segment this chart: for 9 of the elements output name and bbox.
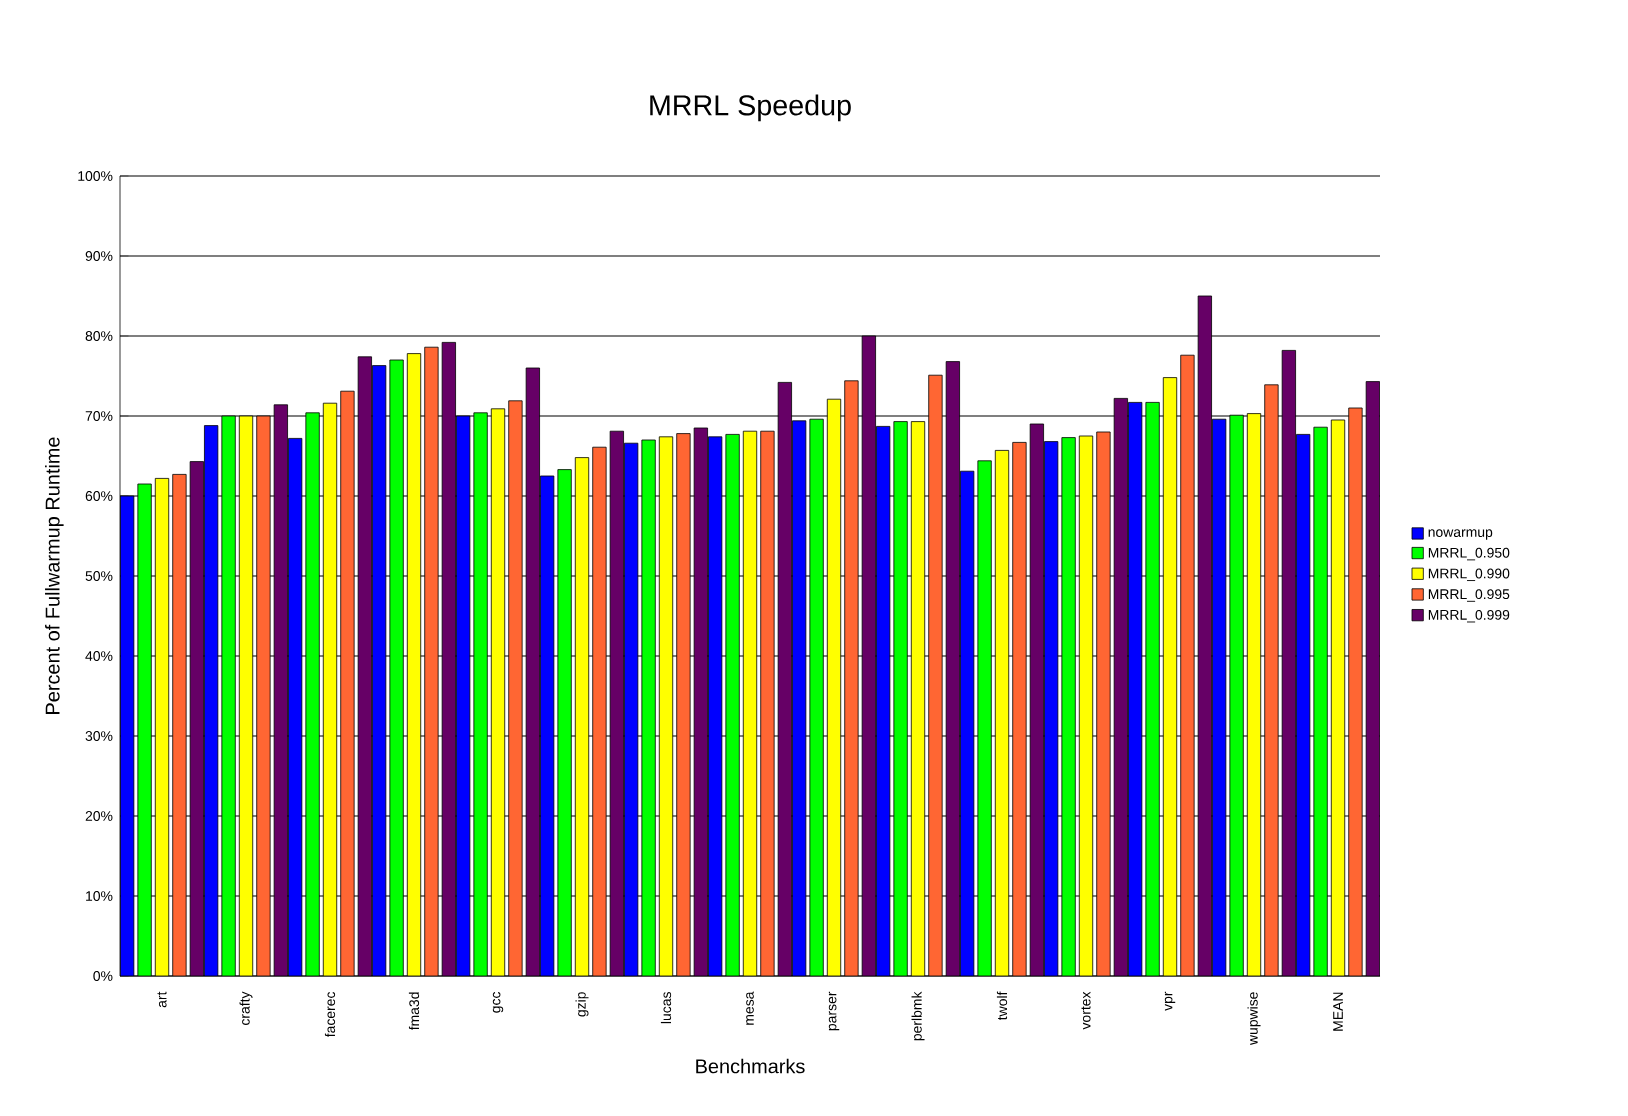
x-axis-title: Benchmarks — [696, 1058, 805, 1074]
y-axis-title: Percent of Fullwarmup Runtime — [45, 437, 64, 714]
bar — [1012, 442, 1027, 976]
bar — [1096, 431, 1111, 976]
chart-title: MRRL Speedup — [650, 94, 851, 122]
bar — [1348, 407, 1363, 976]
bar — [928, 374, 943, 976]
bar — [1180, 354, 1195, 976]
bar — [1264, 384, 1279, 976]
